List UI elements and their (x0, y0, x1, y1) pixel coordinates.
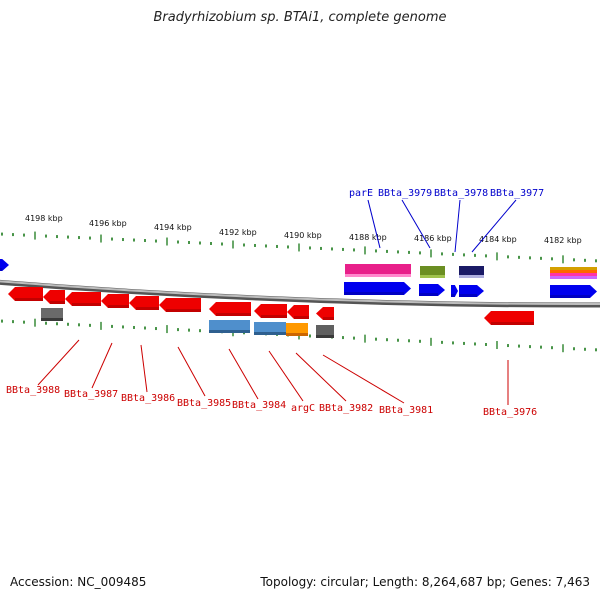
accession-text: Accession: NC_009485 (10, 575, 147, 589)
gene-label-reverse: BBta_3982 (319, 403, 373, 414)
domain-box (209, 320, 250, 333)
backbone-highlight (0, 280, 600, 306)
gene-label-forward: BBta_3977 (490, 188, 544, 199)
leader-line (228, 348, 259, 400)
gene-label-reverse: BBta_3988 (6, 385, 60, 396)
reverse-gene-arrow (209, 302, 251, 316)
gene-label-reverse: BBta_3987 (64, 389, 118, 400)
forward-gene-arrow (419, 284, 445, 296)
leader-line (454, 199, 461, 253)
leader-line (471, 199, 517, 253)
reverse-gene-arrow (287, 305, 309, 319)
domain-box (459, 266, 484, 278)
gene-label-reverse: BBta_3976 (483, 407, 537, 418)
reverse-gene-arrow (65, 292, 101, 306)
forward-gene-arrow (451, 285, 458, 297)
leader-line (140, 344, 148, 393)
leader-line (91, 342, 113, 389)
gene-features (0, 259, 597, 338)
reverse-gene-arrow (484, 311, 534, 325)
map-title: Bradyrhizobium sp. BTAi1, complete genom… (153, 10, 447, 25)
scale-ticks: 4198 kbp 4196 kbp 4194 kbp 4192 kbp 4190 kbp… (1, 214, 597, 353)
label-leader-lines (37, 199, 517, 405)
multi-domain-box (550, 267, 597, 279)
kbp-label: 4192 kbp (219, 228, 257, 237)
gene-label-forward: BBta_3979 (378, 188, 432, 199)
gene-label-forward: BBta_3978 (434, 188, 488, 199)
forward-gene-arrow (344, 282, 411, 295)
leader-line (322, 354, 405, 404)
reverse-gene-arrow (129, 296, 159, 310)
kbp-label: 4186 kbp (414, 234, 452, 243)
reverse-gene-arrow (43, 290, 65, 304)
genome-backbone (0, 279, 600, 308)
kbp-label: 4190 kbp (284, 231, 322, 240)
reverse-gene-arrow (316, 307, 334, 320)
kbp-label: 4196 kbp (89, 219, 127, 228)
reverse-gene-arrow (159, 298, 201, 312)
leader-line (37, 339, 80, 386)
domain-box (254, 322, 286, 335)
gene-labels: parE BBta_3979 BBta_3978 BBta_3977 BBta_3988… (6, 188, 544, 418)
kbp-label: 4182 kbp (544, 236, 582, 245)
domain-box (286, 323, 308, 336)
reverse-gene-arrow (101, 294, 129, 308)
leader-line (268, 350, 304, 402)
kbp-label: 4198 kbp (25, 214, 63, 223)
genome-summary-text: Topology: circular; Length: 8,264,687 bp… (260, 575, 590, 589)
gene-label-forward: parE (349, 188, 373, 199)
gene-label-reverse: BBta_3981 (379, 405, 433, 416)
domain-box (420, 266, 445, 278)
forward-gene-arrow (459, 285, 484, 297)
domain-box (316, 325, 334, 338)
leader-line (177, 346, 206, 397)
forward-gene-arrow (550, 285, 597, 298)
reverse-gene-arrow (8, 287, 43, 301)
gene-label-reverse: BBta_3984 (232, 400, 286, 411)
gene-label-reverse: argC (291, 403, 315, 414)
kbp-label: 4184 kbp (479, 235, 517, 244)
leader-line (367, 199, 381, 249)
kbp-label: 4188 kbp (349, 233, 387, 242)
kbp-label: 4194 kbp (154, 223, 192, 232)
gene-label-reverse: BBta_3985 (177, 398, 231, 409)
parE-domain (345, 264, 411, 277)
gene-label-reverse: BBta_3986 (121, 393, 175, 404)
domain-box (41, 308, 63, 321)
forward-gene-arrow (0, 259, 9, 271)
leader-line (401, 199, 431, 249)
leader-line (295, 352, 347, 402)
reverse-gene-arrow (254, 304, 287, 318)
